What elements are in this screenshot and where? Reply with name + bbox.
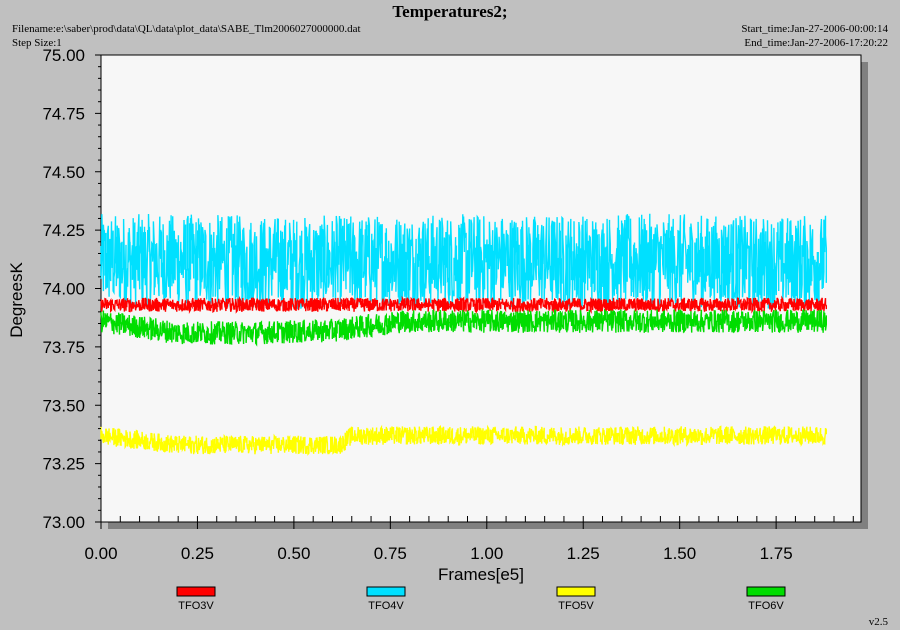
- y-axis-title: DegreesK: [7, 262, 26, 338]
- end-time-label: End_time:Jan-27-2006-17:20:22: [744, 37, 888, 49]
- x-tick-label: 1.25: [567, 544, 600, 563]
- axis-layer: 73.00 73.25 73.50 73.75 74.00 74.25 74.50 74.75…: [42, 46, 854, 563]
- start-time-label: Start_time:Jan-27-2006-00:00:14: [741, 23, 888, 35]
- y-tick-label: 73.75: [42, 338, 85, 357]
- x-tick-label: 1.00: [470, 544, 503, 563]
- series-line-tfo3v: [100, 295, 827, 315]
- legend-label-tfo4v: TFO4V: [368, 600, 404, 612]
- y-tick-label: 74.50: [42, 163, 85, 182]
- y-tick-label: 73.50: [42, 396, 85, 415]
- x-tick-label: 0.50: [277, 544, 310, 563]
- legend: TFO3V TFO4V TFO5V TFO6V: [176, 586, 786, 612]
- y-tick-label: 74.00: [42, 280, 85, 299]
- series-line-tfo5v: [100, 424, 827, 456]
- y-tick-label: 75.00: [42, 46, 85, 65]
- legend-label-tfo6v: TFO6V: [748, 600, 784, 612]
- x-tick-label: 1.75: [760, 544, 793, 563]
- legend-swatch-tfo5v: [556, 586, 596, 597]
- y-tick-label: 74.25: [42, 221, 85, 240]
- step-size-label: Step Size:1: [12, 37, 62, 49]
- series-line-tfo6v: [100, 308, 827, 347]
- y-tick-label: 73.25: [42, 455, 85, 474]
- legend-swatch-tfo4v: [366, 586, 406, 597]
- series-layer: [100, 213, 827, 456]
- y-tick-label: 74.75: [42, 104, 85, 123]
- x-tick-label: 1.50: [663, 544, 696, 563]
- x-tick-label: 0.75: [374, 544, 407, 563]
- filename-label: Filename:e:\saber\prod\data\QL\data\plot…: [12, 23, 361, 35]
- x-tick-label: 0.00: [84, 544, 117, 563]
- version-label: v2.5: [868, 616, 888, 628]
- legend-label-tfo3v: TFO3V: [178, 600, 214, 612]
- x-tick-label: 0.25: [181, 544, 214, 563]
- series-line-tfo4v: [100, 213, 827, 310]
- x-axis-title: Frames[e5]: [438, 565, 524, 584]
- legend-swatch-tfo6v: [746, 586, 786, 597]
- chart-title: Temperatures2;: [392, 2, 508, 21]
- legend-swatch-tfo3v: [176, 586, 216, 597]
- legend-label-tfo5v: TFO5V: [558, 600, 594, 612]
- y-tick-label: 73.00: [42, 513, 85, 532]
